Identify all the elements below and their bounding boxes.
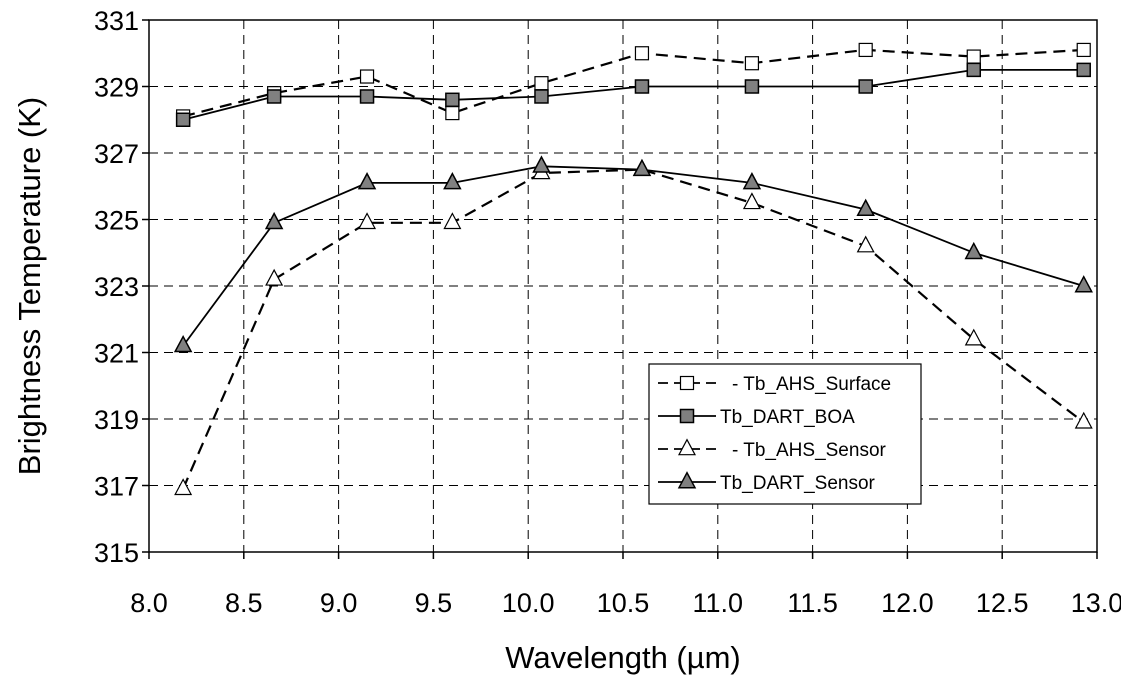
data-point-tb-dart-boa [445, 92, 460, 108]
legend-marker [677, 471, 697, 489]
data-point-tb-ahs-surface [858, 42, 873, 58]
series-tb-dart-sensor [173, 155, 1093, 353]
data-point-tb-dart-boa [266, 89, 282, 104]
x-tick-label: 11.0 [693, 588, 744, 618]
x-tick-label: 10.0 [502, 588, 555, 618]
series-line-tb-dart-boa [182, 69, 1084, 121]
data-point-tb-dart-boa [858, 79, 873, 94]
x-tick-label: 9.5 [415, 588, 453, 618]
data-point-tb-dart-sensor [856, 198, 875, 216]
data-point-tb-ahs-surface [445, 105, 460, 121]
legend: - Tb_AHS_Surface Tb_DART_BOA - Tb_AHS_Sens… [648, 363, 922, 505]
data-point-tb-ahs-surface [744, 56, 760, 71]
data-point-tb-dart-sensor [357, 172, 377, 190]
data-point-tb-ahs-surface [634, 46, 650, 61]
data-point-tb-ahs-sensor [358, 212, 377, 230]
legend-marker [679, 408, 695, 424]
data-point-tb-ahs-sensor [443, 212, 462, 230]
data-point-tb-dart-boa [634, 79, 650, 94]
data-point-tb-ahs-sensor [265, 268, 284, 286]
data-point-tb-dart-boa [175, 112, 191, 127]
data-point-tb-dart-boa [966, 62, 982, 78]
data-point-tb-dart-boa [534, 89, 549, 104]
legend-label: Tb_DART_Sensor [720, 473, 876, 494]
legend-marker [679, 375, 695, 391]
x-tick-label: 13.0 [1071, 588, 1121, 618]
series-tb-ahs-surface [176, 42, 1091, 124]
legend-label: - Tb_AHS_Sensor [732, 440, 887, 461]
legend-entry-tb-ahs-sensor: - Tb_AHS_Sensor [658, 438, 887, 461]
legend-marker [678, 438, 696, 456]
y-tick-label: 329 [94, 73, 139, 103]
y-tick-label: 325 [94, 206, 139, 236]
data-point-tb-ahs-sensor [856, 235, 875, 253]
x-tick-label: 9.0 [320, 588, 358, 618]
series-layer [173, 42, 1093, 496]
data-point-tb-dart-sensor [1074, 275, 1093, 293]
data-point-tb-dart-sensor [264, 211, 284, 230]
data-point-tb-dart-sensor [742, 172, 762, 190]
legend-entry-tb-dart-boa: Tb_DART_BOA [658, 407, 855, 428]
y-tick-label: 315 [94, 538, 139, 568]
x-tick-label: 8.0 [130, 588, 168, 618]
data-point-tb-ahs-surface [359, 69, 375, 84]
data-point-tb-ahs-surface [1076, 42, 1091, 58]
series-line-tb-dart-sensor [182, 165, 1084, 347]
y-tick-label: 321 [94, 339, 139, 369]
x-tick-label: 10.5 [597, 588, 650, 618]
y-tick-label: 319 [94, 405, 139, 435]
y-tick-labels: 315 317 319 321 323 325 327 329 331 [94, 6, 149, 568]
data-point-tb-ahs-surface [534, 76, 549, 91]
data-point-tb-dart-boa [1076, 62, 1091, 78]
x-tick-label: 11.5 [787, 588, 838, 618]
y-tick-label: 327 [94, 139, 139, 169]
data-point-tb-ahs-sensor [742, 192, 761, 210]
series-tb-ahs-sensor [174, 159, 1093, 496]
series-tb-dart-boa [175, 62, 1091, 127]
x-tick-label: 12.5 [976, 588, 1029, 618]
data-point-tb-ahs-sensor [964, 328, 983, 346]
legend-label: - Tb_AHS_Surface [732, 374, 891, 395]
legend-entry-tb-dart-sensor: Tb_DART_Sensor [658, 471, 876, 494]
legend-entry-tb-ahs-surface: - Tb_AHS_Surface [658, 374, 891, 395]
y-axis-label: Brightness Temperature (K) [12, 97, 47, 475]
y-tick-label: 317 [94, 472, 139, 502]
series-line-tb-ahs-surface [182, 48, 1084, 118]
data-point-tb-dart-sensor [532, 155, 551, 173]
data-point-tb-ahs-sensor [174, 478, 193, 496]
x-tick-labels: 8.0 8.5 9.0 9.5 10.0 10.5 11.0 11.5 12.0 12.5 13.0 [130, 552, 1121, 618]
data-point-tb-dart-sensor [632, 158, 652, 177]
data-point-tb-dart-boa [744, 79, 760, 94]
data-point-tb-dart-sensor [173, 334, 193, 353]
data-point-tb-dart-sensor [443, 172, 462, 190]
data-point-tb-ahs-sensor [1074, 411, 1093, 429]
series-line-tb-ahs-sensor [182, 168, 1085, 490]
data-point-tb-dart-sensor [964, 241, 984, 260]
grid-lines [149, 20, 1097, 552]
x-axis-label: Wavelength (µm) [505, 640, 741, 675]
legend-label: Tb_DART_BOA [720, 407, 855, 428]
y-tick-label: 323 [94, 272, 139, 302]
data-point-tb-ahs-surface [966, 49, 981, 64]
data-point-tb-dart-boa [359, 89, 375, 104]
x-tick-label: 12.0 [881, 588, 934, 618]
y-tick-label: 331 [94, 6, 139, 36]
x-tick-label: 8.5 [225, 588, 263, 618]
legend-box [648, 363, 922, 505]
